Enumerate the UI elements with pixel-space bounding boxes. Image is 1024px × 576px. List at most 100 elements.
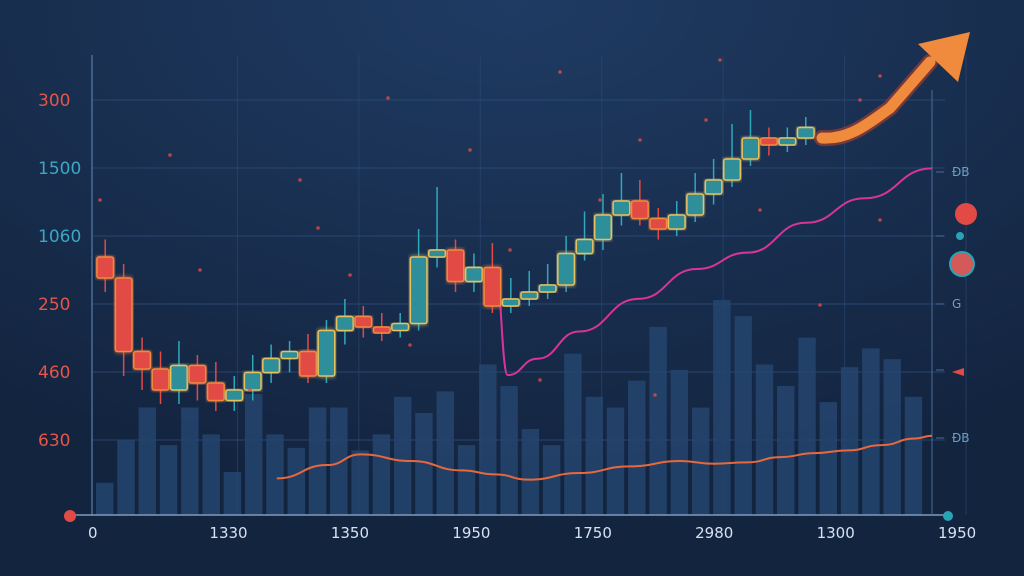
candle-body (483, 266, 502, 307)
particle-dot (718, 58, 722, 62)
x-tick-label: 1300 (817, 524, 855, 542)
candle-body (298, 350, 318, 377)
candle-body (759, 137, 778, 146)
right-tick-label: ĐB (952, 431, 970, 445)
volume-bar (840, 367, 859, 515)
legend-marker-red (955, 203, 977, 225)
volume-bar (202, 434, 220, 515)
candle (151, 351, 170, 404)
particle-dot (468, 148, 472, 152)
volume-bar (798, 337, 816, 515)
candle (557, 236, 576, 292)
volume-bar (755, 364, 774, 515)
legend-marker-mixed (949, 251, 975, 277)
particle-dot (638, 138, 642, 142)
particle-dot (386, 96, 390, 100)
volume-bar (159, 445, 178, 515)
x-tick-label: 1950 (938, 524, 976, 542)
end-dot (943, 511, 953, 521)
candle-body (262, 357, 281, 374)
particle-dot (316, 226, 320, 230)
candle (354, 306, 373, 338)
particle-dot (508, 248, 512, 252)
particle-dot (653, 393, 657, 397)
volume-bar (308, 407, 327, 515)
candle-body (317, 329, 336, 377)
candle-body (612, 200, 631, 216)
y-tick-label: 250 (38, 295, 70, 315)
volume-bar (649, 326, 667, 515)
candle (649, 208, 668, 240)
particle-dot (168, 153, 172, 157)
candle (391, 313, 410, 338)
particle-dot (878, 74, 882, 78)
particle-dot (198, 268, 202, 272)
candle-body (169, 364, 189, 391)
candle-body (501, 298, 520, 307)
candle-body (575, 238, 594, 255)
orange-trend-line (276, 434, 933, 481)
origin-dot (64, 510, 76, 522)
candle-body (335, 315, 354, 332)
candle (243, 355, 262, 401)
candle (612, 173, 631, 226)
candle (409, 229, 428, 331)
volume-bar (244, 394, 263, 515)
candle-body (630, 200, 649, 220)
volume-bar (628, 380, 646, 515)
candle (593, 194, 613, 250)
particle-dot (98, 198, 102, 202)
candle-body (686, 193, 705, 216)
axes (72, 55, 945, 516)
volume-bar (415, 412, 433, 515)
candle (280, 341, 299, 373)
volume-bar (96, 482, 114, 515)
indicator-lines (276, 167, 933, 481)
candle (520, 271, 539, 306)
right-tick-label: ĐB (952, 165, 970, 179)
candle-body (778, 137, 797, 146)
candle (686, 173, 705, 222)
x-tick-label: 1750 (574, 524, 612, 542)
legend-markers (64, 58, 977, 522)
axis-labels: 300 1500 1060 250 460 630 0 1330 1350 1950 1750 298… (38, 91, 976, 542)
candle-body (225, 389, 244, 402)
candle (704, 159, 723, 205)
volume-bar (223, 472, 242, 515)
candle-body (206, 382, 225, 402)
volume-bar (883, 359, 901, 515)
candle-body (649, 217, 668, 230)
candle-body (722, 158, 742, 181)
legend-marker-teal (956, 232, 964, 240)
y-tick-label: 300 (38, 91, 70, 111)
volume-bar (734, 316, 752, 515)
volume-bar (181, 407, 199, 515)
volume-bar (479, 364, 497, 515)
candle-body (704, 179, 723, 195)
candles (96, 110, 815, 411)
candle-body (114, 277, 133, 353)
volume-bar (330, 407, 348, 515)
candle (722, 124, 742, 187)
volume-bar (436, 391, 454, 515)
candle (501, 278, 520, 313)
particle-dot (348, 273, 352, 277)
particle-dot (704, 118, 708, 122)
trend-arrow (814, 32, 970, 147)
y-tick-label: 1500 (38, 159, 81, 179)
volume-bar (862, 348, 880, 515)
candle-body (188, 364, 207, 384)
magenta-trend-line (494, 167, 933, 377)
x-tick-label: 0 (88, 524, 98, 542)
x-tick-label: 2980 (695, 524, 733, 542)
volume-bar (457, 445, 476, 515)
candle (335, 299, 354, 345)
particle-dot (878, 218, 882, 222)
y-tick-label: 460 (38, 363, 70, 383)
volume-bar (351, 450, 369, 515)
volume-bar (564, 353, 582, 515)
candle (667, 201, 686, 236)
y-tick-label: 630 (38, 431, 70, 451)
candle-body (538, 284, 557, 293)
